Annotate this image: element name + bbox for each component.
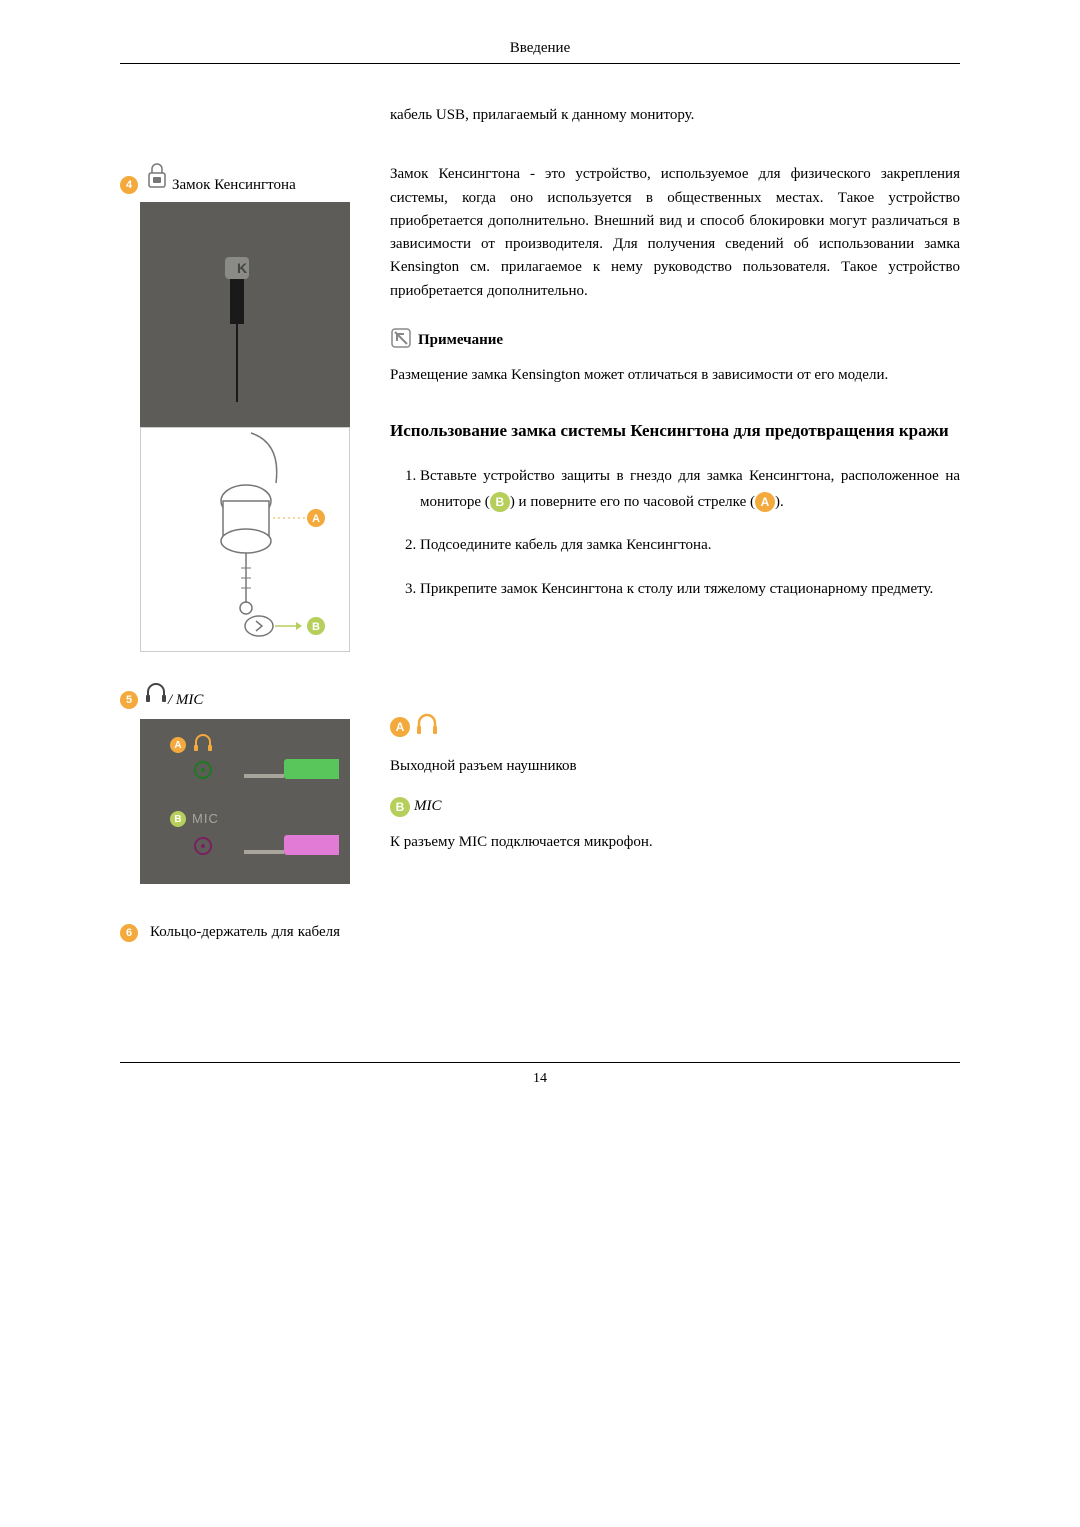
kensington-figure-upper: K (140, 202, 350, 427)
page-footer: 14 (120, 1062, 960, 1087)
item4-description: Замок Кенсингтона - это устройство, испо… (390, 163, 960, 303)
usb-continuation-row: кабель USB, прилагаемый к данному монито… (120, 104, 960, 133)
svg-text:B: B (312, 621, 320, 633)
headphone-icon (144, 682, 168, 709)
badge-b-mic: B (390, 797, 410, 817)
usage-step-3: Прикрепите замок Кенсингтона к столу или… (420, 577, 960, 603)
kensington-figure: K A (140, 202, 350, 652)
headphone-icon-right (414, 712, 440, 741)
badge-b-inline: B (490, 492, 510, 512)
hp-row: A (390, 712, 960, 741)
page-title: Введение (510, 40, 570, 56)
usage-step-2: Подсоедините кабель для замка Кенсингтон… (420, 533, 960, 559)
panel-headphone-icon (192, 733, 214, 758)
hp-out-text: Выходной разъем наушников (390, 755, 960, 778)
item5-label-mic: / MIC (168, 692, 203, 709)
item5-number-badge: 5 (120, 691, 138, 709)
item4-header: 4 Замок Кенсингтона (120, 163, 360, 194)
item-5-row: 5 / MIC A (120, 682, 960, 884)
svg-text:K: K (237, 260, 247, 276)
note-icon (390, 327, 412, 354)
badge-a-hp: A (390, 717, 410, 737)
kensington-figure-lower: A B (140, 427, 350, 652)
page-number: 14 (533, 1071, 547, 1086)
panel-badge-b: B (170, 811, 186, 827)
item6-text: Кольцо-держатель для кабеля (144, 924, 360, 941)
page-header: Введение (120, 40, 960, 64)
usage-steps: Вставьте устройство защиты в гнездо для … (390, 464, 960, 602)
badge-a-inline: A (755, 492, 775, 512)
mic-label-right: MIC (414, 798, 442, 815)
panel-badge-a: A (170, 737, 186, 753)
item6-header: 6 Кольцо-держатель для кабеля (120, 924, 360, 942)
mic-desc: К разъему MIC подключается микрофон. (390, 831, 960, 854)
mic-row: B MIC (390, 797, 960, 817)
item4-label: Замок Кенсингтона (172, 177, 296, 194)
item6-number-badge: 6 (120, 924, 138, 942)
note-text: Размещение замка Kensington может отлича… (390, 364, 960, 387)
kensington-slot-icon (146, 163, 168, 194)
usb-text: кабель USB, прилагаемый к данному монито… (390, 104, 960, 127)
usage-step-1: Вставьте устройство защиты в гнездо для … (420, 464, 960, 515)
note-row: Примечание (390, 327, 960, 354)
note-label: Примечание (418, 332, 503, 349)
svg-text:A: A (312, 513, 320, 525)
mic-panel-figure: A B MIC (140, 719, 350, 884)
item-6-row: 6 Кольцо-держатель для кабеля (120, 884, 960, 942)
item4-number-badge: 4 (120, 176, 138, 194)
item5-header: 5 / MIC (120, 682, 360, 709)
usage-heading: Использование замка системы Кенсингтона … (390, 417, 960, 444)
panel-mic-label: MIC (192, 811, 219, 826)
item-4-row: 4 Замок Кенсингтона K (120, 163, 960, 652)
